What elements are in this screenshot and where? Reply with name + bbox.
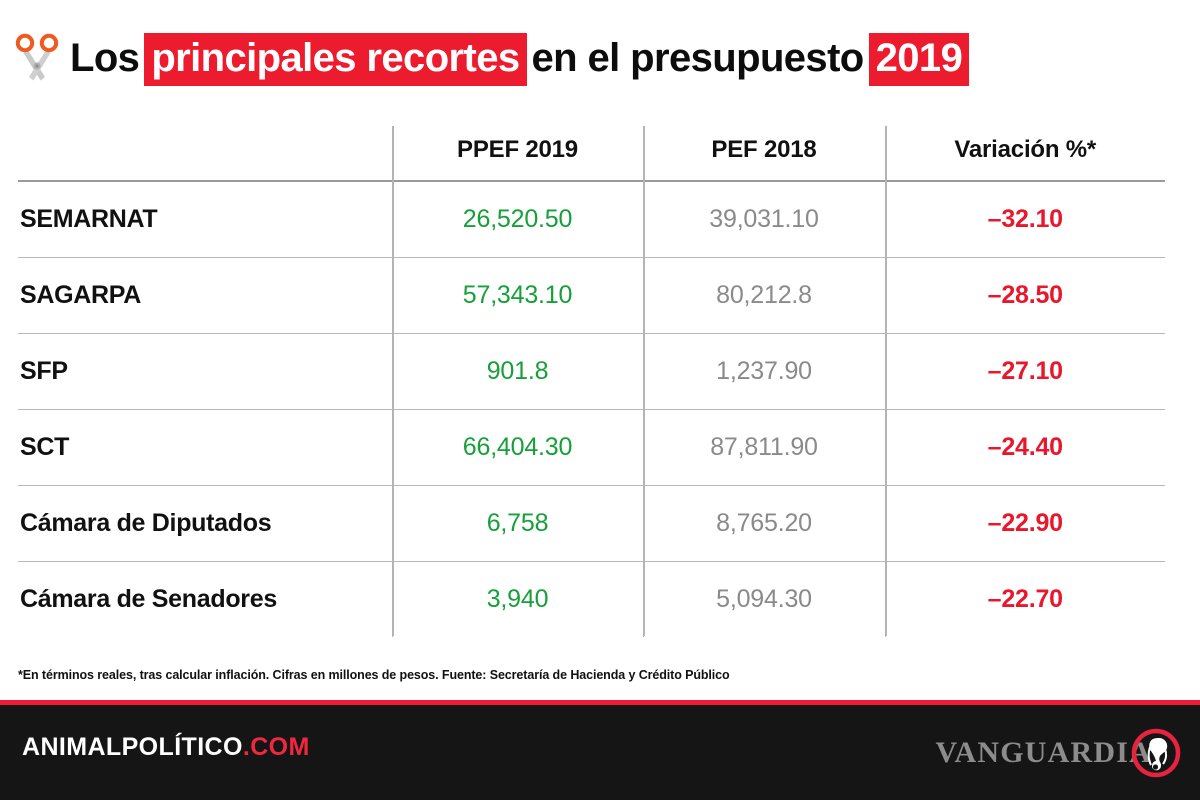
cell-pef-2018: 39,031.10: [642, 181, 885, 258]
column-header-ppef-2019: PPEF 2019: [391, 126, 643, 182]
column-header-pef-2018: PEF 2018: [642, 126, 885, 182]
title-segment-3: en el presupuesto: [531, 36, 865, 80]
title-segment-4-highlight: 2019: [868, 33, 970, 86]
cell-pef-2018: 80,212.8: [642, 257, 885, 334]
column-rule-3: [885, 126, 887, 636]
title-segment-1: Los: [70, 36, 140, 80]
cell-pef-2018: 5,094.30: [642, 561, 885, 637]
cell-pef-2018: 8,765.20: [642, 485, 885, 562]
brand-name: ANIMALPOLÍTICO: [22, 733, 243, 761]
budget-table-container: PPEF 2019 PEF 2018 Variación %* SEMARNAT…: [18, 126, 1165, 637]
budget-table: PPEF 2019 PEF 2018 Variación %* SEMARNAT…: [18, 126, 1165, 637]
animal-politico-logo[interactable]: ANIMALPOLÍTICO.COM: [22, 733, 310, 762]
cell-variacion: –27.10: [884, 333, 1165, 410]
header-row: PPEF 2019 PEF 2018 Variación %*: [18, 126, 1165, 182]
table-body: SEMARNAT 26,520.50 39,031.10 –32.10 SAGA…: [18, 181, 1165, 637]
footnote: *En términos reales, tras calcular infla…: [18, 668, 730, 682]
title-segment-2-highlight: principales recortes: [144, 33, 527, 86]
table-row: SAGARPA 57,343.10 80,212.8 –28.50: [18, 257, 1165, 334]
row-label: Cámara de Diputados: [18, 485, 392, 562]
cell-variacion: –32.10: [884, 181, 1165, 258]
page-title: Los principales recortes en el presupuesto…: [12, 24, 1200, 92]
footer: ANIMALPOLÍTICO.COM VANGUARDIA: [0, 705, 1200, 800]
table-row: Cámara de Senadores 3,940 5,094.30 –22.7…: [18, 561, 1165, 637]
cell-ppef-2019: 66,404.30: [391, 409, 643, 486]
cell-variacion: –28.50: [884, 257, 1165, 334]
vanguardia-wordmark: VANGUARDIA: [935, 736, 1152, 769]
row-label: SAGARPA: [18, 257, 392, 334]
row-label: SEMARNAT: [18, 181, 392, 258]
cell-ppef-2019: 26,520.50: [391, 181, 643, 258]
brand-suffix: .COM: [242, 733, 310, 761]
table-row: SFP 901.8 1,237.90 –27.10: [18, 333, 1165, 410]
cell-ppef-2019: 57,343.10: [391, 257, 643, 334]
cell-ppef-2019: 6,758: [391, 485, 643, 562]
table-row: SCT 66,404.30 87,811.90 –24.40: [18, 409, 1165, 486]
table-row: SEMARNAT 26,520.50 39,031.10 –32.10: [18, 181, 1165, 258]
cell-ppef-2019: 901.8: [391, 333, 643, 410]
cell-variacion: –22.70: [884, 561, 1165, 637]
cell-variacion: –24.40: [884, 409, 1165, 486]
column-rule-1: [392, 126, 394, 636]
vanguardia-logo[interactable]: VANGUARDIA: [936, 727, 1182, 779]
cell-pef-2018: 87,811.90: [642, 409, 885, 486]
column-header-entity: [18, 126, 392, 182]
table-row: Cámara de Diputados 6,758 8,765.20 –22.9…: [18, 485, 1165, 562]
footer-accent-bar: [0, 700, 1200, 705]
row-label: Cámara de Senadores: [20, 585, 277, 613]
table-header: PPEF 2019 PEF 2018 Variación %*: [18, 126, 1165, 182]
scissors-icon: [12, 30, 64, 86]
title-text-group: Los principales recortes en el presupuesto…: [66, 33, 970, 86]
column-header-variacion: Variación %*: [884, 126, 1165, 182]
seahorse-mark-icon: [1130, 727, 1182, 779]
cell-ppef-2019: 3,940: [391, 561, 643, 637]
cell-variacion: –22.90: [884, 485, 1165, 562]
cell-pef-2018: 1,237.90: [642, 333, 885, 410]
row-label: SCT: [18, 409, 392, 486]
column-rule-2: [643, 126, 645, 636]
row-label: SFP: [18, 333, 392, 410]
